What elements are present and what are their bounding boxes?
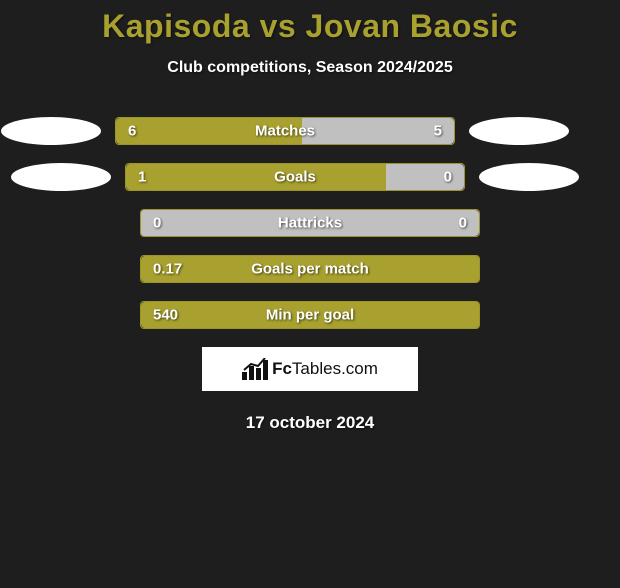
stat-value-left: 540 bbox=[153, 307, 178, 324]
logo-text: FcTables.com bbox=[272, 359, 378, 379]
stat-bar: 6 Matches 5 bbox=[115, 117, 455, 145]
stat-label: Goals bbox=[274, 169, 316, 186]
stat-label: Matches bbox=[255, 123, 315, 140]
stat-value-left: 6 bbox=[128, 123, 136, 140]
team-oval-right bbox=[479, 163, 579, 191]
stat-value-right: 0 bbox=[459, 215, 467, 232]
stat-row: 6 Matches 5 bbox=[0, 117, 620, 145]
stat-rows: 6 Matches 5 1 Goals 0 0 Hattricks 0 0.17 Goals per… bbox=[0, 117, 620, 329]
stat-row: 0 Hattricks 0 bbox=[0, 209, 620, 237]
stat-value-left: 0 bbox=[153, 215, 161, 232]
stat-value-right: 0 bbox=[444, 169, 452, 186]
stat-value-right: 5 bbox=[434, 123, 442, 140]
date-label: 17 october 2024 bbox=[0, 413, 620, 433]
subtitle: Club competitions, Season 2024/2025 bbox=[0, 59, 620, 77]
team-oval-left bbox=[1, 117, 101, 145]
team-oval-right bbox=[469, 117, 569, 145]
bar-chart-icon bbox=[242, 358, 268, 380]
stat-bar: 0 Hattricks 0 bbox=[140, 209, 480, 237]
stat-label: Goals per match bbox=[251, 261, 369, 278]
stat-bar: 1 Goals 0 bbox=[125, 163, 465, 191]
stat-row: 540 Min per goal bbox=[0, 301, 620, 329]
stat-value-left: 1 bbox=[138, 169, 146, 186]
stat-label: Hattricks bbox=[278, 215, 342, 232]
stat-row: 1 Goals 0 bbox=[0, 163, 620, 191]
stat-bar: 0.17 Goals per match bbox=[140, 255, 480, 283]
stat-label: Min per goal bbox=[266, 307, 354, 324]
stat-bar: 540 Min per goal bbox=[140, 301, 480, 329]
logo-fctables: FcTables.com bbox=[202, 347, 418, 391]
team-oval-left bbox=[11, 163, 111, 191]
page-title: Kapisoda vs Jovan Baosic bbox=[0, 8, 620, 45]
stat-row: 0.17 Goals per match bbox=[0, 255, 620, 283]
stat-value-left: 0.17 bbox=[153, 261, 182, 278]
